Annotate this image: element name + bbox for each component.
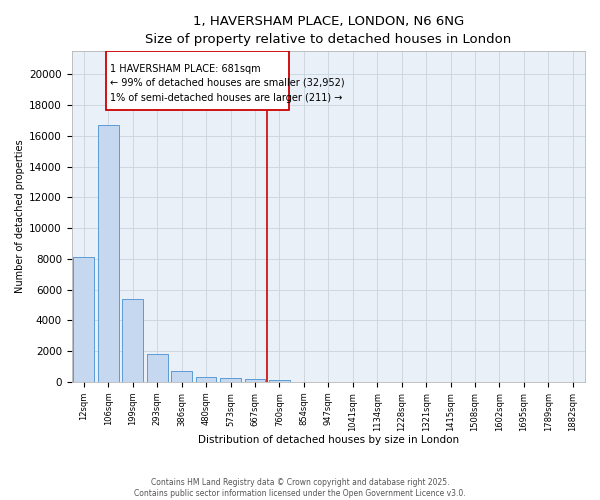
Bar xyxy=(73,258,94,382)
Bar xyxy=(245,380,265,382)
Text: 1% of semi-detached houses are larger (211) →: 1% of semi-detached houses are larger (2… xyxy=(110,93,343,103)
Bar xyxy=(122,299,143,382)
Bar xyxy=(220,378,241,382)
Text: 1 HAVERSHAM PLACE: 681sqm: 1 HAVERSHAM PLACE: 681sqm xyxy=(110,64,261,74)
Bar xyxy=(196,376,217,382)
X-axis label: Distribution of detached houses by size in London: Distribution of detached houses by size … xyxy=(198,435,459,445)
Text: ← 99% of detached houses are smaller (32,952): ← 99% of detached houses are smaller (32… xyxy=(110,78,345,88)
Y-axis label: Number of detached properties: Number of detached properties xyxy=(15,140,25,294)
Text: Contains HM Land Registry data © Crown copyright and database right 2025.
Contai: Contains HM Land Registry data © Crown c… xyxy=(134,478,466,498)
Bar xyxy=(147,354,167,382)
Title: 1, HAVERSHAM PLACE, LONDON, N6 6NG
Size of property relative to detached houses : 1, HAVERSHAM PLACE, LONDON, N6 6NG Size … xyxy=(145,15,511,46)
Bar xyxy=(106,52,289,110)
Bar xyxy=(269,380,290,382)
Bar xyxy=(98,125,119,382)
Bar xyxy=(171,371,192,382)
